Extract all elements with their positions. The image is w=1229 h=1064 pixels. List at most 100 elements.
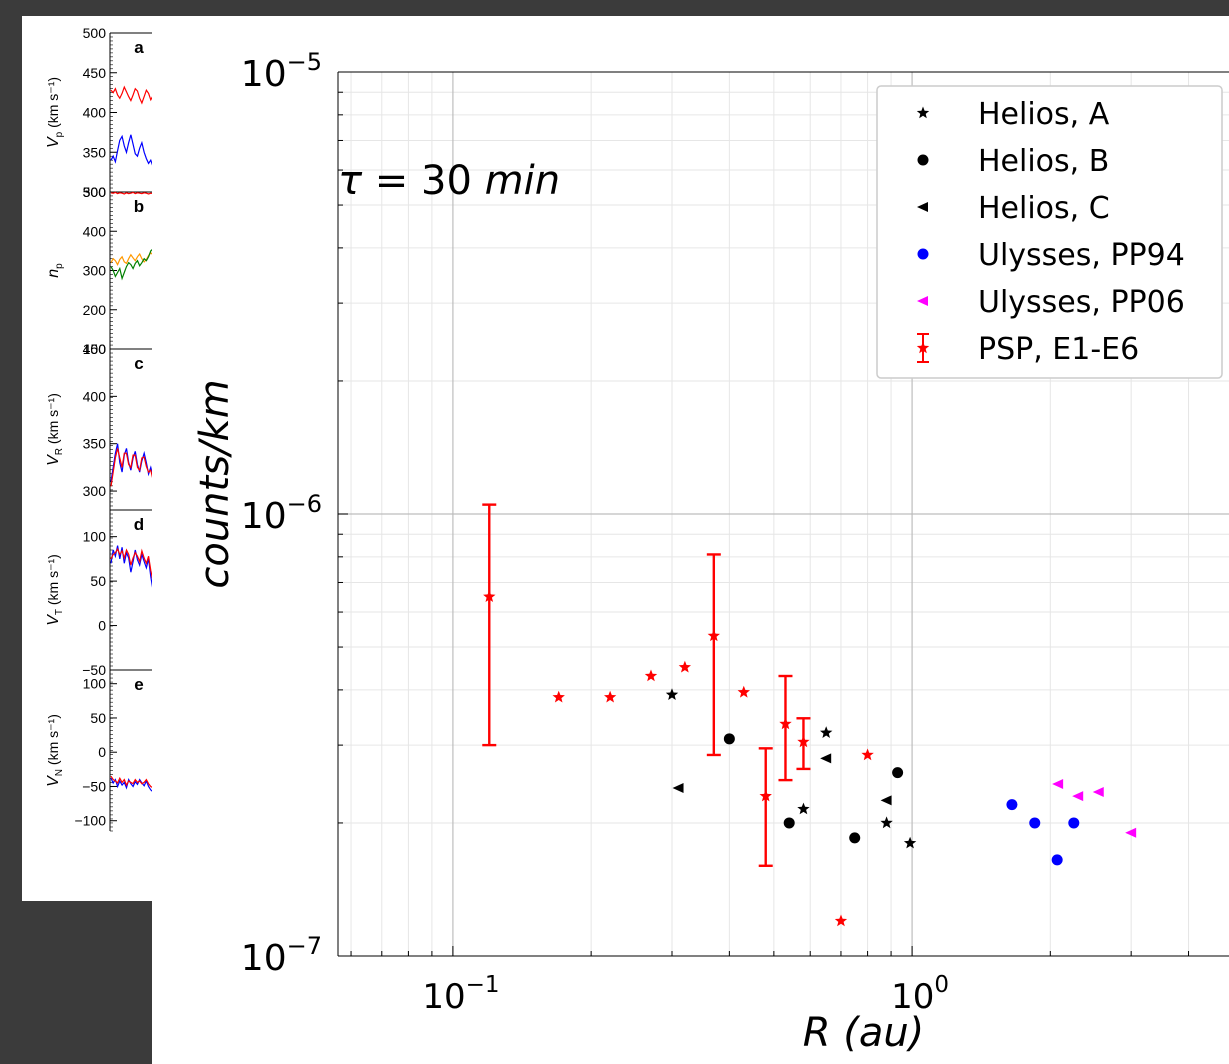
data-point (903, 836, 917, 849)
tick-exponent: 0 (934, 972, 949, 998)
data-point (779, 717, 792, 730)
tick-label: 500 (83, 184, 107, 200)
tick-label: 400 (83, 388, 107, 404)
series-ulysses-pp94 (1006, 799, 1080, 866)
data-point (665, 688, 679, 700)
tick-label: 400 (83, 223, 107, 239)
timeseries-line (110, 777, 152, 792)
tick-label: 100 (83, 341, 107, 357)
data-point (797, 735, 810, 748)
timeseries-line (110, 134, 152, 166)
subpanel-d: 100 50 0 −50 d VT (km s⁻¹) (45, 509, 152, 678)
legend-marker (917, 154, 929, 166)
legend-item: Ulysses, PP06 (917, 285, 1185, 320)
legend-label: Ulysses, PP06 (978, 285, 1185, 320)
tick-label: −50 (82, 778, 106, 794)
timeseries-line (110, 85, 152, 105)
legend-marker (917, 248, 929, 260)
legend-label: Ulysses, PP94 (978, 238, 1185, 273)
data-point (1092, 786, 1104, 797)
tick-exponent: −5 (287, 48, 322, 76)
timeseries-line (110, 191, 152, 195)
tick-label: 300 (83, 263, 107, 279)
y-tick-label: 10−5 (241, 48, 322, 95)
subpanel-c: 450 400 350 300 c VR (km s⁻¹) (45, 341, 152, 511)
tick-exponent: −7 (287, 932, 322, 960)
ylabel-var: V (45, 136, 62, 148)
data-point (1072, 791, 1084, 802)
panel-letter: e (134, 675, 143, 694)
tick-label: 0 (98, 618, 106, 634)
tick-base: 10 (241, 496, 287, 537)
tau-equals: = 30 (362, 158, 485, 204)
legend-item: Helios, C (917, 191, 1110, 226)
tick-label: 0 (98, 744, 106, 760)
data-point (1051, 854, 1063, 866)
data-point (820, 753, 832, 764)
data-point (737, 685, 750, 698)
data-point (1052, 778, 1064, 789)
data-point (604, 690, 617, 703)
series-psp-e1-e6 (482, 503, 874, 927)
scatter-plot-panel: 10−5 10−6 10−7 10−1 100 counts/km R (au) τ = 30… (152, 16, 1229, 1064)
data-point (820, 726, 833, 738)
subpanel-e: 100 50 0 −50 −100 e VN (km s⁻¹) (45, 669, 152, 832)
panel-ylabel: Vp (km s⁻¹) (45, 77, 65, 148)
series-helios-c (672, 753, 892, 806)
subpanel-b: 500 400 300 200 100 b np (45, 184, 152, 357)
legend-item: Helios, A (916, 97, 1110, 132)
legend-marker (917, 296, 928, 306)
data-point (723, 733, 735, 745)
ylabel-var: n (45, 269, 62, 278)
legend-label: PSP, E1-E6 (978, 332, 1139, 367)
data-point (483, 590, 496, 602)
tick-base: 10 (241, 54, 287, 95)
tick-label: 350 (83, 144, 107, 160)
legend-label: Helios, A (978, 97, 1110, 132)
legend: Helios, A Helios, B Helios, C Ulysses, PP94… (876, 85, 1223, 379)
x-tick-label: 100 (891, 972, 949, 1017)
tau-unit: min (485, 158, 560, 204)
data-point (861, 748, 874, 761)
tick-exponent: −6 (287, 490, 322, 518)
tick-label: 100 (83, 676, 107, 692)
x-axis-label-unit: (au) (831, 1010, 925, 1056)
tick-label: 50 (90, 710, 106, 726)
panel-ylabel: np (45, 263, 65, 278)
y-tick-label: 10−6 (241, 490, 322, 537)
y-axis-label: counts/km (192, 379, 238, 588)
ylabel-sub: p (54, 263, 65, 269)
tick-label: 300 (83, 483, 107, 499)
legend-item: Ulysses, PP94 (917, 238, 1185, 273)
timeseries-line (110, 251, 152, 266)
legend-item: PSP, E1-E6 (916, 332, 1139, 367)
tau-annotation: τ = 30 min (338, 158, 560, 204)
tick-label: 50 (90, 573, 106, 589)
legend-box (876, 85, 1223, 379)
subpanel-a: 500 450 400 350 300 a Vp (km s⁻¹) (45, 25, 152, 200)
panel-letter: c (134, 354, 143, 373)
legend-label: Helios, B (978, 144, 1109, 179)
panel-ylabel: VT (km s⁻¹) (45, 554, 65, 626)
tick-label: 300 (83, 184, 107, 200)
ylabel-sub: T (54, 609, 65, 615)
timeseries-line (110, 547, 152, 580)
data-point (1125, 827, 1137, 838)
panel-ylabel: VN (km s⁻¹) (45, 714, 65, 787)
tick-label: 450 (83, 65, 107, 81)
ylabel-unit: (km s⁻¹) (45, 554, 61, 609)
series-helios-a (665, 688, 917, 849)
legend-marker (916, 106, 930, 119)
tau-symbol: τ (338, 158, 363, 204)
ylabel-var: V (45, 775, 62, 787)
series-ulysses-pp06 (1052, 778, 1137, 838)
data-point (678, 660, 691, 673)
stacked-timeseries-panel: 500 450 400 350 300 a Vp (km s⁻¹) 500 400 300 200 1… (22, 16, 152, 901)
ylabel-unit: (km s⁻¹) (45, 714, 61, 769)
data-point (644, 669, 658, 682)
tick-exponent: −1 (466, 972, 500, 998)
data-point (1029, 817, 1041, 829)
timeseries-line (110, 448, 152, 487)
